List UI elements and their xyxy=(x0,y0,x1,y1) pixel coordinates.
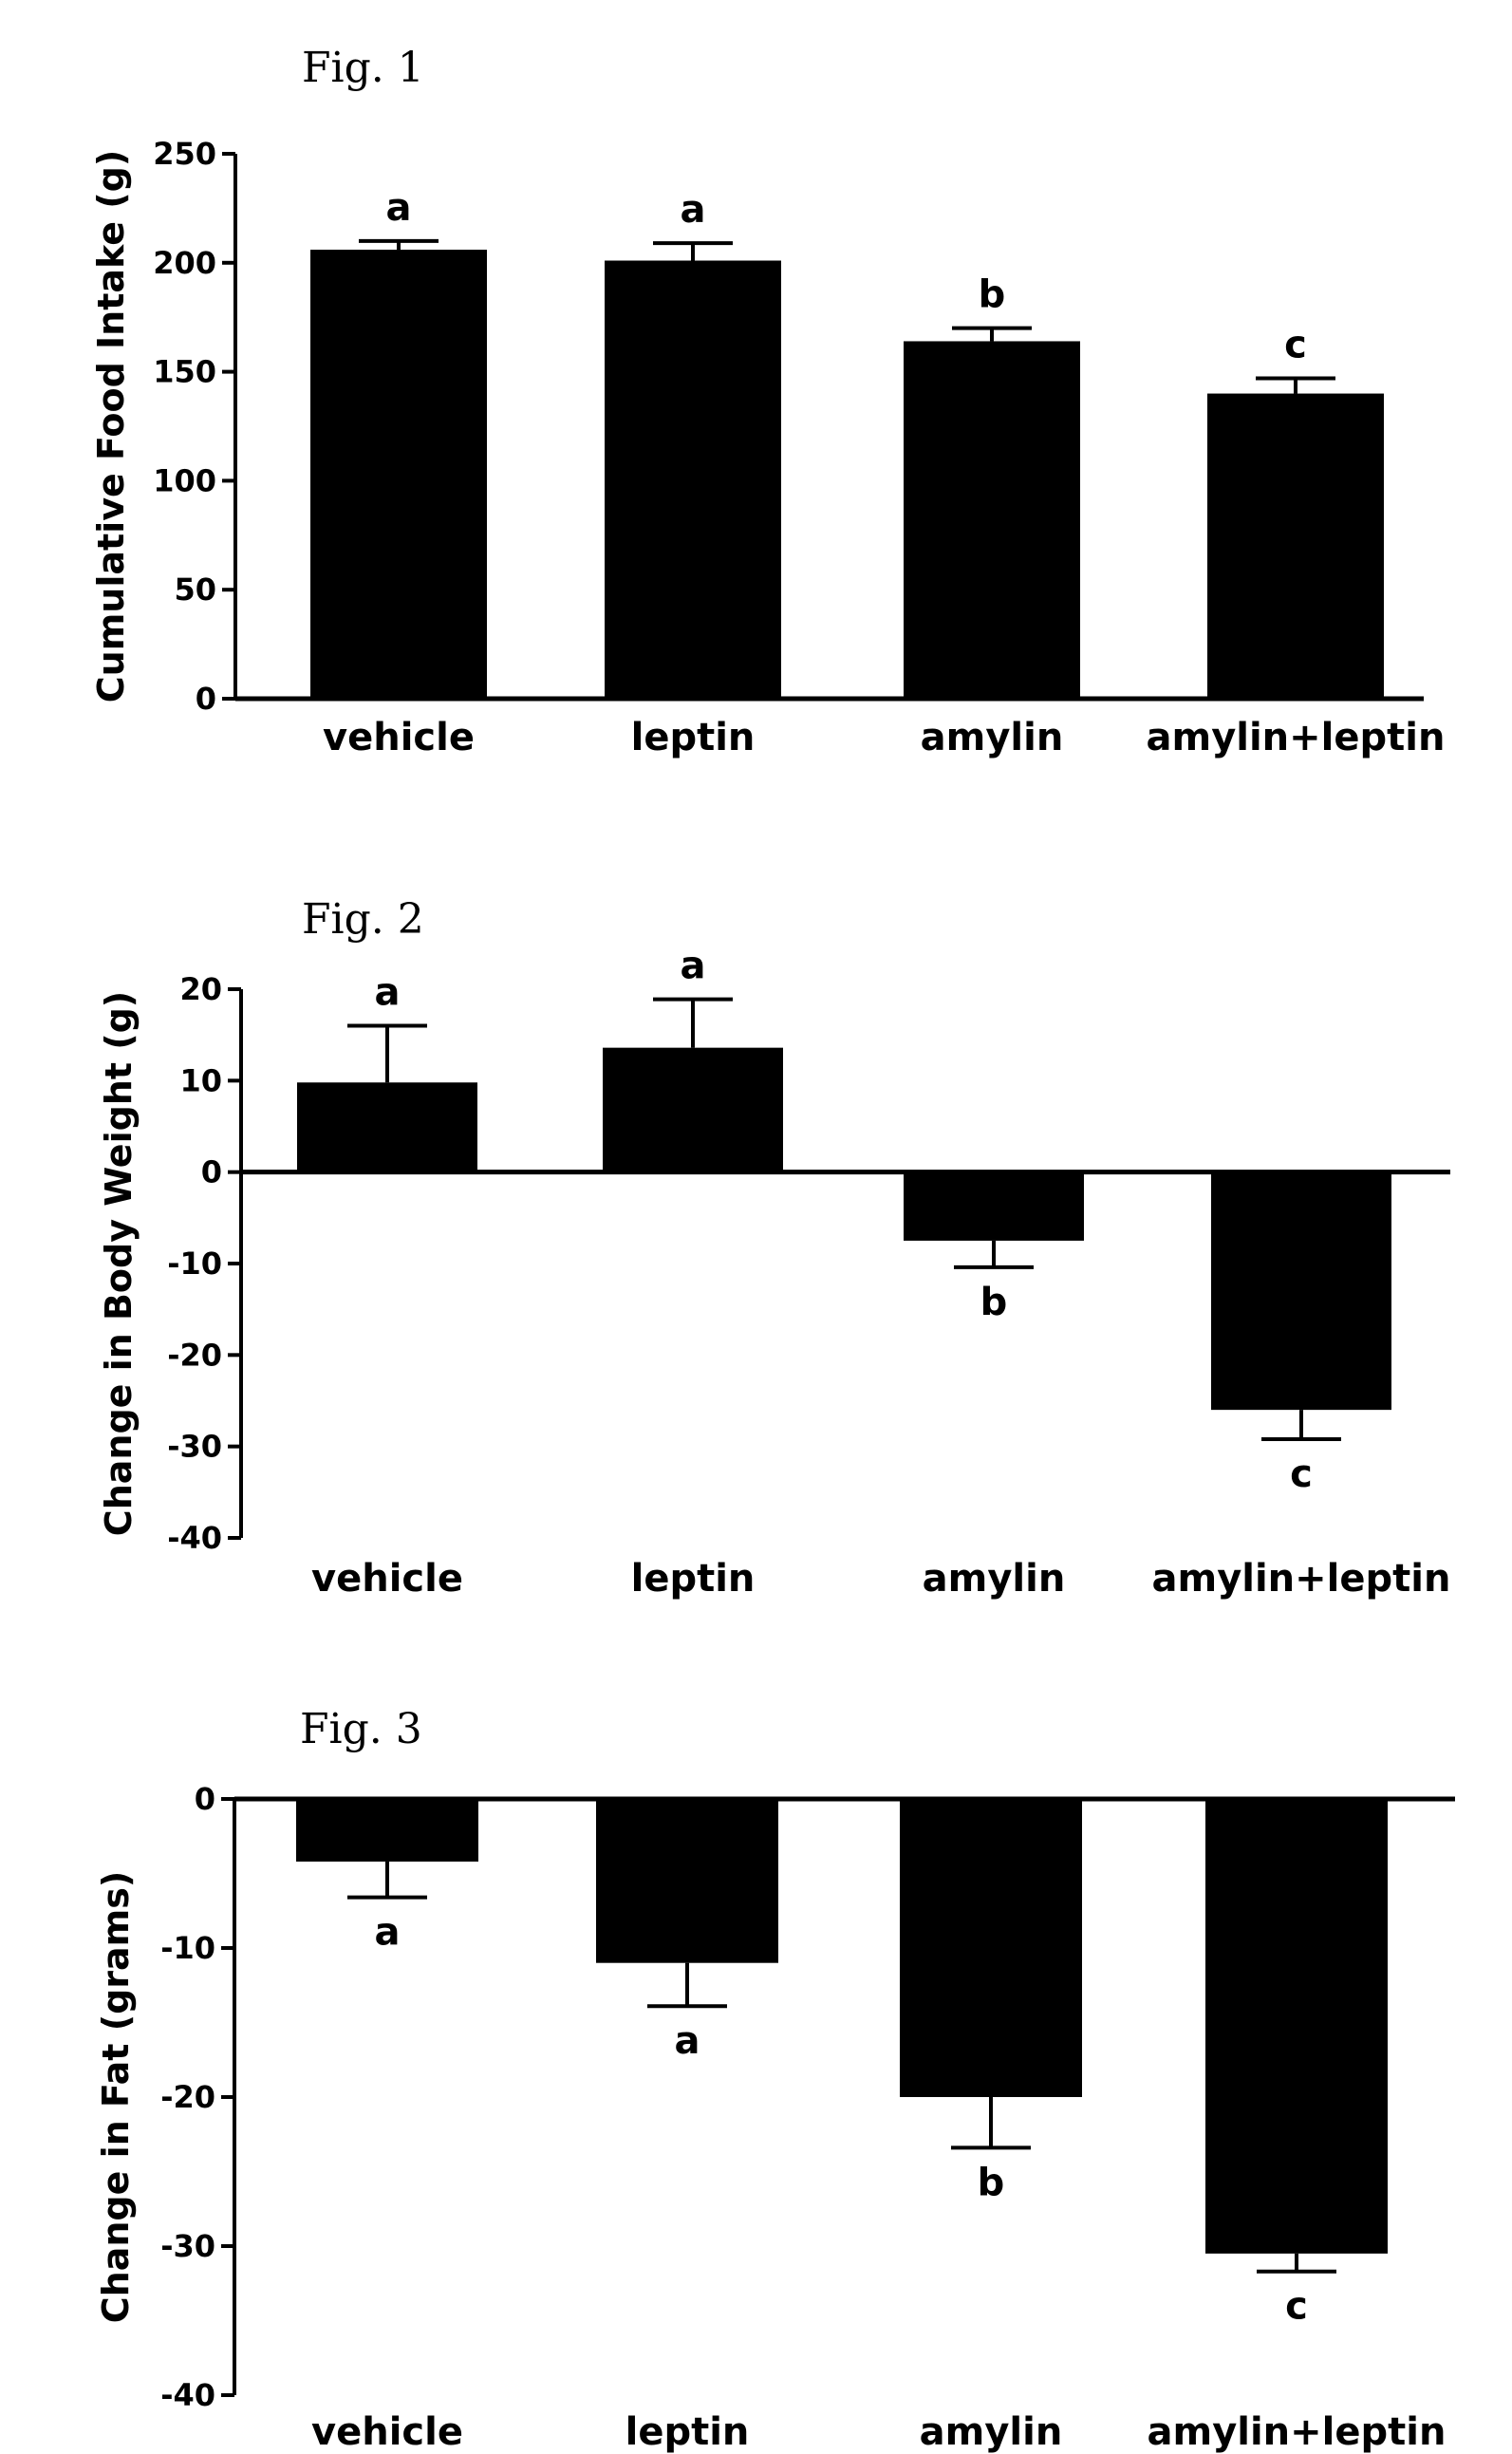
figure-label: Fig. 1 xyxy=(302,44,424,92)
category-label: amylin xyxy=(920,2410,1063,2454)
y-tick-label: 100 xyxy=(153,462,216,498)
y-tick-label: 0 xyxy=(195,1781,215,1817)
category-label: amylin xyxy=(923,1557,1066,1601)
bar-vehicle xyxy=(310,250,487,699)
significance-label: a xyxy=(675,2019,700,2063)
y-tick-label: 250 xyxy=(153,136,216,172)
significance-label: b xyxy=(979,273,1006,317)
y-tick-label: -20 xyxy=(167,1337,222,1373)
significance-label: a xyxy=(681,188,706,232)
y-tick-label: -30 xyxy=(160,2228,215,2264)
figure-2: Fig. 2 -40 -30 -20 -10 0 10 20 Change in Body We… xyxy=(98,895,1450,1601)
significance-label: c xyxy=(1285,2285,1308,2329)
y-tick-label: 200 xyxy=(153,245,216,281)
figure-label: Fig. 3 xyxy=(300,1705,422,1753)
y-tick-label: -20 xyxy=(160,2079,215,2115)
y-axis-title: Change in Body Weight (g) xyxy=(98,991,140,1536)
figure-label: Fig. 2 xyxy=(302,895,424,944)
category-label: amylin+leptin xyxy=(1148,2410,1447,2454)
significance-label: a xyxy=(375,971,401,1015)
bar-vehicle xyxy=(296,1799,478,1862)
y-tick-label: -10 xyxy=(167,1246,222,1282)
significance-label: c xyxy=(1290,1452,1313,1496)
y-tick-label: 0 xyxy=(201,1154,222,1190)
figure-3: Fig. 3 -40 -30 -20 -10 0 Change in Fat (grams)… xyxy=(95,1705,1455,2454)
y-tick-label: 10 xyxy=(179,1062,222,1098)
bar-leptin xyxy=(603,1047,783,1172)
category-label: amylin xyxy=(921,716,1064,759)
bar-amylin xyxy=(904,341,1080,699)
significance-label: b xyxy=(978,2161,1005,2204)
category-label: amylin+leptin xyxy=(1152,1557,1451,1601)
y-tick-label: -40 xyxy=(167,1520,222,1556)
bar-amylin xyxy=(900,1799,1082,2097)
y-tick-label: 150 xyxy=(153,354,216,390)
y-tick-label: 20 xyxy=(179,971,222,1007)
category-label: vehicle xyxy=(323,716,475,759)
significance-label: c xyxy=(1284,323,1307,366)
y-axis-title: Change in Fat (grams) xyxy=(95,1871,137,2323)
y-tick-label: -10 xyxy=(160,1930,215,1966)
y-tick-label: -30 xyxy=(167,1429,222,1465)
bar-amylin xyxy=(904,1171,1084,1241)
bar-vehicle xyxy=(297,1082,477,1172)
bar-leptin xyxy=(596,1799,778,1963)
significance-label: a xyxy=(375,1911,401,1955)
significance-label: b xyxy=(980,1281,1008,1324)
category-label: vehicle xyxy=(311,2410,463,2454)
bar-leptin xyxy=(605,260,781,699)
y-tick-label: 50 xyxy=(174,571,216,608)
bar-amylin-leptin xyxy=(1205,1799,1388,2254)
significance-label: a xyxy=(681,945,706,988)
category-label: leptin xyxy=(631,716,756,759)
bar-amylin-leptin xyxy=(1211,1171,1391,1411)
y-tick-label: 0 xyxy=(196,681,216,717)
y-tick-label: -40 xyxy=(160,2377,215,2413)
category-label: vehicle xyxy=(311,1557,463,1601)
category-label: leptin xyxy=(631,1557,756,1601)
y-axis-title: Cumulative Food Intake (g) xyxy=(90,150,132,702)
category-label: leptin xyxy=(625,2410,750,2454)
bar-amylin-leptin xyxy=(1207,393,1384,699)
significance-label: a xyxy=(386,186,412,230)
figure-1: Fig. 1 0 50 100 150 200 250 Cumulative Food Int… xyxy=(90,44,1445,759)
category-label: amylin+leptin xyxy=(1147,716,1446,759)
